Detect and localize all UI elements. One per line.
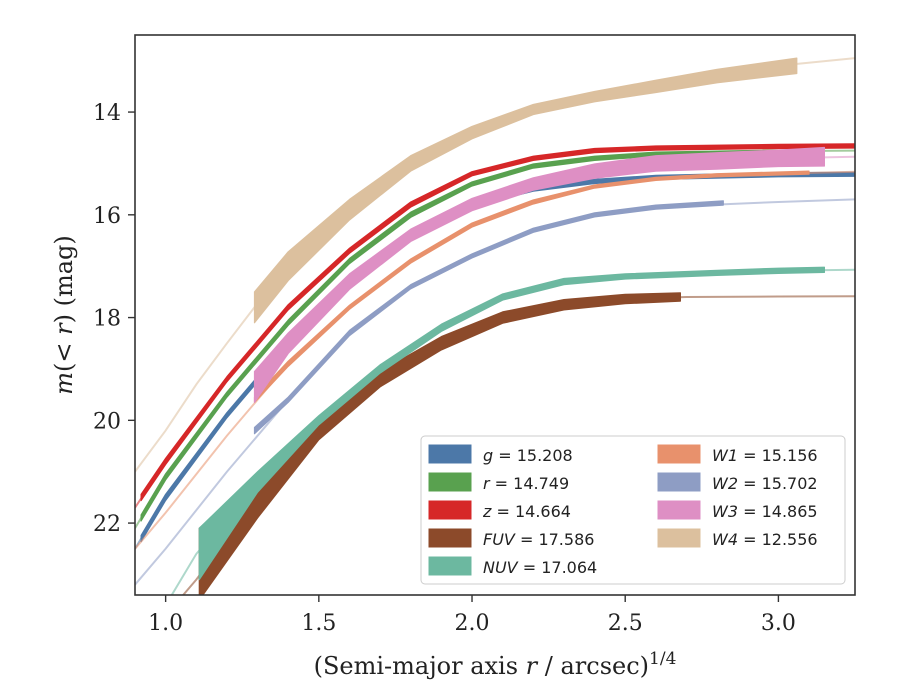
legend-item-r: r = 14.749 bbox=[428, 472, 569, 493]
legend-item-nuv: NUV = 17.064 bbox=[428, 556, 597, 577]
x-tick-label: 2.0 bbox=[455, 611, 490, 636]
plot-frame bbox=[134, 34, 856, 596]
legend-label: W3 = 14.865 bbox=[712, 502, 818, 521]
legend-label: z = 14.664 bbox=[482, 502, 571, 521]
series-nuv bbox=[170, 266, 855, 595]
y-axis: 14 16 18 20 22 bbox=[93, 101, 135, 537]
x-tick-label: 2.5 bbox=[608, 611, 643, 636]
legend-items: g = 15.208 r = 14.749 z = 14.664 FUV = 17.5… bbox=[428, 444, 818, 577]
y-tick-label: 14 bbox=[93, 101, 121, 126]
legend-item-z: z = 14.664 bbox=[428, 500, 571, 521]
series-z-profile-band bbox=[140, 143, 855, 502]
legend-label: W2 = 15.702 bbox=[712, 474, 818, 493]
legend-swatch bbox=[428, 472, 472, 492]
x-axis: 1.0 1.5 2.0 2.5 3.0 bbox=[148, 595, 796, 636]
y-axis-label: m(< r) (mag) bbox=[50, 235, 78, 395]
legend-swatch bbox=[657, 528, 701, 548]
legend-swatch bbox=[657, 472, 701, 492]
legend-box bbox=[420, 435, 846, 585]
series-w2-profile-band bbox=[253, 200, 724, 435]
series-w1 bbox=[135, 170, 855, 550]
series-w2 bbox=[135, 198, 855, 586]
series-w4-profile-band bbox=[253, 57, 798, 324]
series-nuv-profile-band bbox=[198, 266, 825, 581]
y-tick-label: 20 bbox=[93, 409, 121, 434]
legend-swatch bbox=[428, 556, 472, 576]
legend-item-w2: W2 = 15.702 bbox=[657, 472, 818, 493]
x-axis-label: (Semi-major axis r / arcsec)1/4 bbox=[314, 649, 677, 680]
legend: g = 15.208 r = 14.749 z = 14.664 FUV = 17.5… bbox=[420, 435, 846, 585]
x-tick-label: 1.0 bbox=[148, 611, 183, 636]
series-w4 bbox=[135, 57, 855, 473]
series-z bbox=[135, 143, 855, 509]
legend-swatch bbox=[428, 500, 472, 520]
legend-swatch bbox=[657, 500, 701, 520]
legend-label: r = 14.749 bbox=[483, 474, 569, 493]
legend-label: W1 = 15.156 bbox=[712, 446, 818, 465]
y-tick-label: 16 bbox=[93, 204, 121, 229]
legend-swatch bbox=[657, 444, 701, 464]
series-w3 bbox=[253, 146, 855, 403]
x-tick-label: 3.0 bbox=[761, 611, 796, 636]
series-w1-profile-band bbox=[253, 170, 810, 403]
legend-item-w4: W4 = 12.556 bbox=[657, 528, 818, 549]
y-tick-label: 22 bbox=[93, 512, 121, 537]
y-tick-label: 18 bbox=[93, 307, 121, 332]
legend-item-g: g = 15.208 bbox=[428, 444, 573, 465]
legend-label: FUV = 17.586 bbox=[483, 530, 594, 549]
legend-label: W4 = 12.556 bbox=[712, 530, 818, 549]
series-w3-profile-band bbox=[253, 146, 825, 403]
legend-label: g = 15.208 bbox=[483, 446, 573, 465]
legend-item-w3: W3 = 14.865 bbox=[657, 500, 818, 521]
legend-swatch bbox=[428, 528, 472, 548]
x-tick-label: 1.5 bbox=[301, 611, 336, 636]
series-layer bbox=[135, 57, 855, 595]
legend-swatch bbox=[428, 444, 472, 464]
legend-label: NUV = 17.064 bbox=[483, 558, 597, 577]
legend-item-fuv: FUV = 17.586 bbox=[428, 528, 594, 549]
legend-item-w1: W1 = 15.156 bbox=[657, 444, 818, 465]
